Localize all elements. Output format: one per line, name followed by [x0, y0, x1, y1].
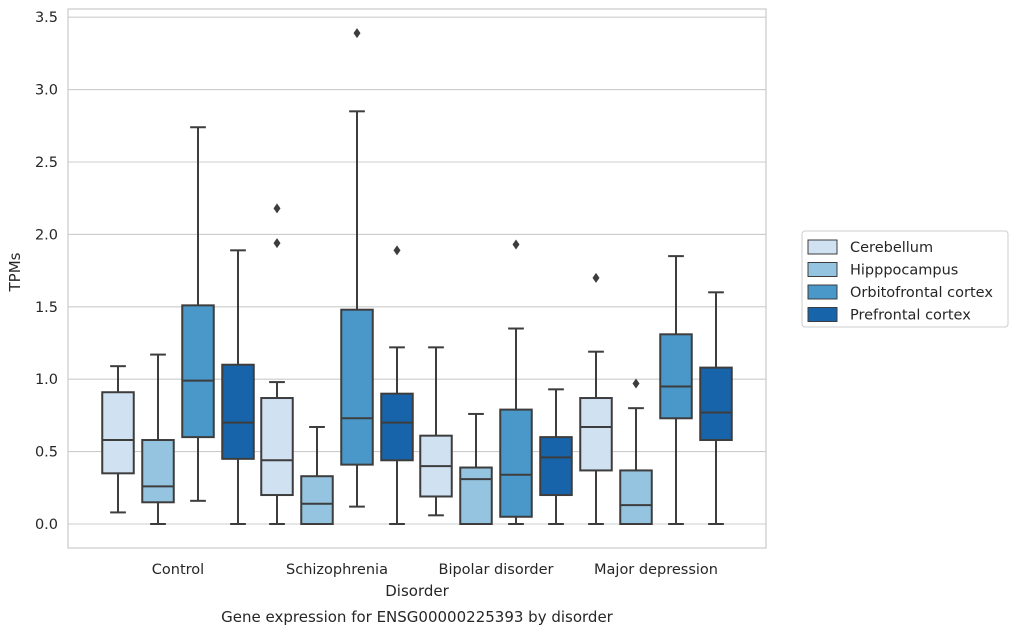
y-tick-label: 2.5 [35, 155, 58, 171]
plot-frame [67, 8, 767, 549]
box-cerebellum [579, 272, 613, 525]
legend-frame [801, 230, 1009, 328]
legend-swatch [807, 284, 838, 300]
box-cerebellum [260, 203, 294, 525]
box-iqr [221, 363, 255, 460]
box-iqr [499, 408, 533, 518]
box-iqr [300, 475, 334, 526]
box-orbitofrontal-cortex [340, 28, 374, 508]
outlier-point [273, 203, 281, 214]
outlier-point [353, 28, 361, 39]
outlier-point [273, 238, 281, 249]
box-hipppocampus [141, 353, 175, 525]
box-hipppocampus [300, 425, 334, 526]
box-prefrontal-cortex [221, 249, 255, 525]
box-iqr [181, 304, 215, 439]
box-prefrontal-cortex [699, 291, 733, 525]
box-iqr [380, 392, 414, 462]
outlier-point [393, 245, 401, 256]
x-tick-label: Schizophrenia [286, 562, 388, 578]
box-orbitofrontal-cortex [659, 255, 693, 525]
box-iqr [340, 308, 374, 466]
legend-label: Hipppocampus [850, 263, 958, 279]
x-axis-ticks: Control Schizophrenia Bipolar disorder Majo… [152, 562, 718, 578]
box-iqr [659, 333, 693, 420]
y-tick-label: 0.0 [35, 517, 58, 533]
legend-label: Cerebellum [850, 240, 933, 256]
box-prefrontal-cortex [380, 245, 414, 525]
y-tick-label: 2.0 [35, 227, 58, 243]
legend-swatch [807, 262, 838, 277]
y-tick-label: 1.5 [35, 300, 58, 316]
legend-label: Orbitofrontal cortex [850, 285, 993, 301]
box-iqr [459, 466, 493, 526]
y-tick-label: 3.0 [35, 83, 58, 99]
box-iqr [619, 469, 653, 526]
box-iqr [699, 366, 733, 442]
legend-swatch [807, 307, 838, 322]
box-cerebellum [419, 346, 453, 517]
x-tick-label: Major depression [594, 562, 718, 578]
y-axis-label: TPMs [6, 252, 24, 292]
legend-swatch [807, 239, 838, 255]
y-tick-label: 0.5 [35, 445, 58, 461]
box-hipppocampus [619, 378, 653, 526]
chart-title: Gene expression for ENSG00000225393 by d… [221, 608, 614, 626]
legend: Cerebellum Hipppocampus Orbitofrontal cort… [801, 230, 1009, 328]
x-tick-label: Control [152, 562, 204, 578]
outlier-point [632, 378, 640, 389]
box-iqr [579, 397, 613, 472]
y-axis-ticks: 0.0 0.5 1.0 1.5 2.0 2.5 3.0 3.5 [35, 10, 58, 533]
box-plot-area [101, 28, 733, 526]
box-prefrontal-cortex [539, 388, 573, 525]
outlier-point [512, 239, 520, 250]
y-tick-label: 1.0 [35, 372, 58, 388]
box-orbitofrontal-cortex [181, 126, 215, 502]
box-cerebellum [101, 365, 135, 514]
box-iqr [141, 439, 175, 504]
x-axis-label: Disorder [385, 582, 449, 600]
x-tick-label: Bipolar disorder [439, 562, 554, 578]
legend-label: Prefrontal cortex [850, 308, 971, 324]
box-iqr [260, 397, 294, 497]
box-iqr [101, 391, 135, 475]
outlier-point [592, 272, 600, 283]
box-orbitofrontal-cortex [499, 239, 533, 525]
box-hipppocampus [459, 412, 493, 526]
box-iqr [539, 436, 573, 497]
y-tick-label: 3.5 [35, 10, 58, 26]
